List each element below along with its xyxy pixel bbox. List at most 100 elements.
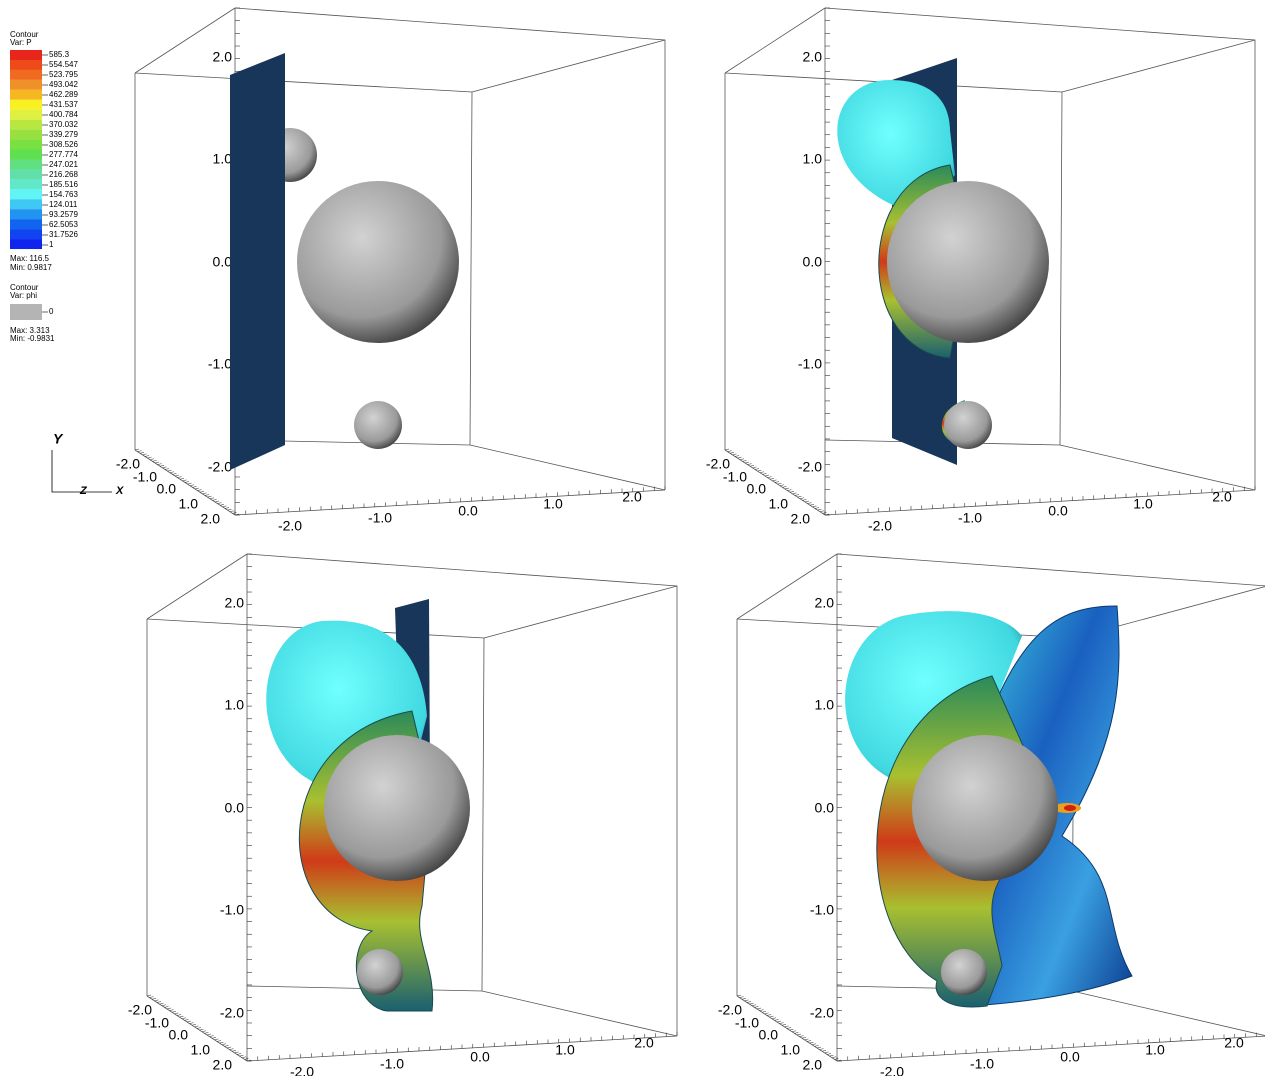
sphere xyxy=(297,181,459,343)
legend-title: Contour xyxy=(10,283,39,292)
legend-level: 93.2579 xyxy=(49,210,78,219)
legend-swatch xyxy=(10,159,42,170)
z-tick-label: -1.0 xyxy=(145,1015,169,1031)
legend-level: 431.537 xyxy=(49,100,78,109)
axis-tick xyxy=(746,1001,752,1003)
axis-tick xyxy=(146,994,152,997)
y-tick-label: 0.0 xyxy=(803,254,823,270)
axis-tick xyxy=(224,1045,229,1047)
sphere xyxy=(912,735,1058,881)
axis-tick xyxy=(161,1004,167,1007)
axis-tick xyxy=(186,1020,192,1023)
legend-swatch xyxy=(10,209,42,220)
axis-tick xyxy=(754,468,760,470)
legend-swatch xyxy=(10,169,42,180)
y-tick-label: -2.0 xyxy=(220,1005,244,1021)
axis-tick xyxy=(762,473,767,475)
legend-swatch xyxy=(10,179,42,190)
legend-swatch xyxy=(10,219,42,230)
axis-tick xyxy=(157,463,162,465)
legend-swatch xyxy=(10,59,42,70)
legend-swatch xyxy=(10,149,42,160)
axis-tick xyxy=(194,1025,199,1028)
x-tick-label: 2.0 xyxy=(622,489,642,505)
legend-level: 216.268 xyxy=(49,170,78,179)
triad-label: Y xyxy=(53,431,64,447)
axis-tick xyxy=(212,499,217,501)
y-tick-label: -1.0 xyxy=(220,902,244,918)
axis-tick xyxy=(181,1017,187,1020)
axis-tick xyxy=(816,1046,822,1049)
axis-tick xyxy=(824,1051,829,1054)
axis-tick xyxy=(804,1038,809,1041)
z-tick-label: -2.0 xyxy=(718,1002,742,1018)
axis-tick xyxy=(209,497,215,500)
axis-tick xyxy=(749,1002,754,1005)
legend-level: 1 xyxy=(49,240,54,249)
axis-tick xyxy=(791,1030,797,1033)
axis-tick xyxy=(742,460,747,462)
axis-tick xyxy=(206,1033,212,1036)
y-tick-label: -2.0 xyxy=(810,1005,834,1021)
box-edge xyxy=(836,553,1265,587)
legend-level: 62.5053 xyxy=(49,220,78,229)
axis-tick xyxy=(752,466,757,469)
x-tick-label: 1.0 xyxy=(1133,496,1153,512)
axis-tick xyxy=(744,999,749,1002)
axis-tick xyxy=(767,476,772,478)
x-tick-label: 0.0 xyxy=(458,503,478,519)
legend-level: 585.3 xyxy=(49,50,70,59)
axis-tick xyxy=(809,1041,814,1044)
axis-tick xyxy=(159,1002,164,1005)
axis-tick xyxy=(137,450,142,452)
y-tick-label: 2.0 xyxy=(213,49,233,65)
y-tick-label: 1.0 xyxy=(803,151,823,167)
y-tick-label: -1.0 xyxy=(208,356,232,372)
axis-tick xyxy=(239,1054,244,1057)
axis-tick xyxy=(201,1030,207,1033)
axis-tick xyxy=(739,458,745,461)
axis-tick xyxy=(764,474,770,477)
panels: 2.0 1.0 0.0 -1.0 -2.0 -2.0 -1.0 0.0 1.0 2.0 -2.0 -1… xyxy=(116,7,1265,1076)
x-tick-label: 1.0 xyxy=(543,496,563,512)
axis-tick xyxy=(214,500,220,503)
x-tick-label: 0.0 xyxy=(470,1049,490,1065)
axis-tick xyxy=(736,994,742,997)
axis-tick xyxy=(834,1058,839,1060)
axis-tick xyxy=(219,503,225,506)
x-tick-label: -1.0 xyxy=(368,510,392,526)
axis-tick xyxy=(821,1049,827,1052)
legend-swatch xyxy=(10,229,42,240)
legend-swatch xyxy=(10,189,42,200)
legend-level: 462.289 xyxy=(49,90,78,99)
axis-tick xyxy=(197,489,202,491)
axis-tick xyxy=(227,508,232,511)
axis-tick xyxy=(241,1056,247,1059)
legend-var: Var: phi xyxy=(10,291,37,300)
legend-swatch xyxy=(10,109,42,120)
axis-tick xyxy=(187,482,192,485)
shock-plane xyxy=(230,53,285,470)
box-edge xyxy=(1061,39,1256,93)
axis-tick xyxy=(184,481,190,483)
x-tick-label: 2.0 xyxy=(1212,489,1232,505)
legend-swatch xyxy=(10,50,42,60)
axis-tick xyxy=(149,996,154,998)
legend-swatch xyxy=(10,304,42,320)
axis-tick xyxy=(732,453,737,456)
axis-tick xyxy=(771,1017,777,1020)
axis-tick xyxy=(164,1006,169,1008)
x-tick-label: 0.0 xyxy=(1048,503,1068,519)
axis-tick xyxy=(182,479,187,482)
axis-tick xyxy=(147,456,152,459)
axis-tick xyxy=(174,474,180,477)
axis-tick xyxy=(134,448,140,451)
x-tick-label: -2.0 xyxy=(278,518,302,534)
sphere xyxy=(944,401,992,449)
axis-tick xyxy=(179,1015,184,1018)
axis-tick xyxy=(244,1058,249,1060)
legend-level: 31.7526 xyxy=(49,230,78,239)
box-edge xyxy=(471,39,666,93)
axis-tick xyxy=(749,464,755,467)
axis-tick xyxy=(156,1001,162,1003)
